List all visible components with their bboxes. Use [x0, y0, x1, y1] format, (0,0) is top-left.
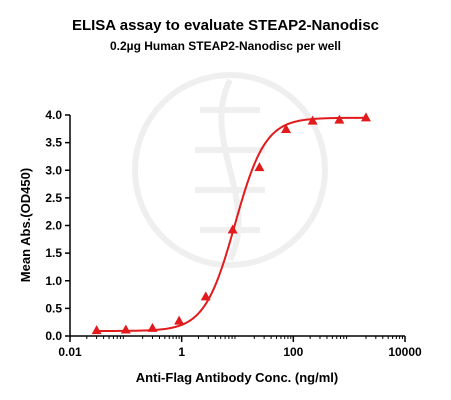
- data-point-marker: [227, 224, 238, 234]
- x-tick-label: 0.01: [58, 345, 82, 359]
- watermark-logo: [132, 72, 328, 268]
- y-tick-label: 2.5: [45, 191, 62, 205]
- y-tick-label: 4.0: [45, 108, 62, 122]
- y-tick-label: 3.5: [45, 136, 62, 150]
- fit-curve-group: [96, 116, 366, 332]
- data-point-marker: [200, 291, 211, 301]
- y-tick-label: 0.5: [45, 301, 62, 315]
- data-point-marker: [334, 114, 345, 124]
- x-tick-label: 100: [283, 345, 303, 359]
- x-axis-label: Anti-Flag Antibody Conc. (ng/ml): [136, 370, 338, 385]
- data-point-marker: [281, 123, 292, 133]
- data-point-marker: [174, 315, 185, 325]
- data-point-marker: [360, 112, 371, 122]
- x-axis-ticks: 0.01 1 100 10000: [58, 336, 422, 359]
- y-tick-label: 1.5: [45, 246, 62, 260]
- fit-curve: [96, 116, 366, 332]
- data-point-marker: [147, 322, 158, 332]
- data-point-marker: [254, 162, 265, 172]
- data-points: [91, 112, 371, 335]
- y-axis-ticks: 0.0 0.5 1.0 1.5 2.0 2.5 3.0 3.5 4.0: [45, 108, 70, 343]
- x-tick-label: 1: [178, 345, 185, 359]
- y-tick-label: 3.0: [45, 163, 62, 177]
- y-axis-label: Mean Abs.(OD450): [18, 168, 33, 282]
- y-tick-label: 1.0: [45, 274, 62, 288]
- y-tick-label: 2.0: [45, 219, 62, 233]
- data-point-marker: [120, 324, 131, 334]
- x-tick-label: 10000: [388, 345, 422, 359]
- data-point-marker: [307, 115, 318, 125]
- chart-subtitle: 0.2µg Human STEAP2-Nanodisc per well: [110, 39, 341, 53]
- y-tick-label: 0.0: [45, 329, 62, 343]
- chart-title: ELISA assay to evaluate STEAP2-Nanodisc: [72, 17, 379, 34]
- data-point-marker: [91, 325, 102, 335]
